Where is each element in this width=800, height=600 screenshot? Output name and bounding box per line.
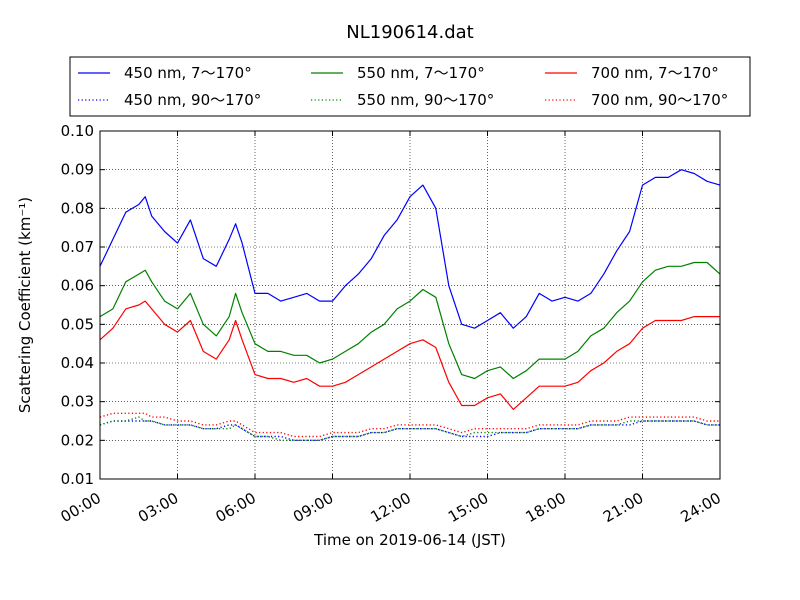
y-tick-label: 0.05 <box>61 315 94 333</box>
legend-label: 700 nm, 90～170° <box>591 91 728 109</box>
legend-item: 700 nm, 7～170° <box>545 64 719 82</box>
series-lines <box>99 169 721 441</box>
y-axis-label: Scattering Coefficient (km⁻¹) <box>16 197 34 413</box>
legend: 450 nm, 7～170° 450 nm, 90～170° 550 nm, 7… <box>69 56 751 117</box>
y-tick-label: 0.03 <box>61 393 94 411</box>
y-tick-label: 0.02 <box>61 431 94 449</box>
legend-label: 550 nm, 90～170° <box>357 91 494 109</box>
grid-lines <box>100 131 720 479</box>
x-axis-label: Time on 2019-06-14 (JST) <box>313 531 506 549</box>
y-tick-label: 0.10 <box>61 122 94 140</box>
legend-item: 550 nm, 7～170° <box>311 64 485 82</box>
legend-item: 450 nm, 7～170° <box>78 64 252 82</box>
series-line-4 <box>99 416 720 441</box>
series-line-2 <box>99 300 720 410</box>
series-line-0 <box>99 169 721 329</box>
y-tick-label: 0.09 <box>61 161 94 179</box>
legend-item: 550 nm, 90～170° <box>311 91 494 109</box>
legend-item: 450 nm, 90～170° <box>78 91 261 109</box>
y-tick-label: 0.08 <box>61 199 94 217</box>
legend-item: 700 nm, 90～170° <box>545 91 728 109</box>
legend-label: 550 nm, 7～170° <box>357 64 485 82</box>
legend-label: 450 nm, 90～170° <box>124 91 261 109</box>
chart-title: NL190614.dat <box>346 22 473 43</box>
y-tick-label: 0.06 <box>61 277 94 295</box>
y-tick-label: 0.01 <box>61 470 94 488</box>
y-tick-label: 0.07 <box>61 238 94 256</box>
series-line-1 <box>99 261 721 380</box>
legend-label: 450 nm, 7～170° <box>124 64 252 82</box>
legend-label: 700 nm, 7～170° <box>591 64 719 82</box>
y-tick-label: 0.04 <box>61 354 94 372</box>
series-line-3 <box>99 420 720 441</box>
